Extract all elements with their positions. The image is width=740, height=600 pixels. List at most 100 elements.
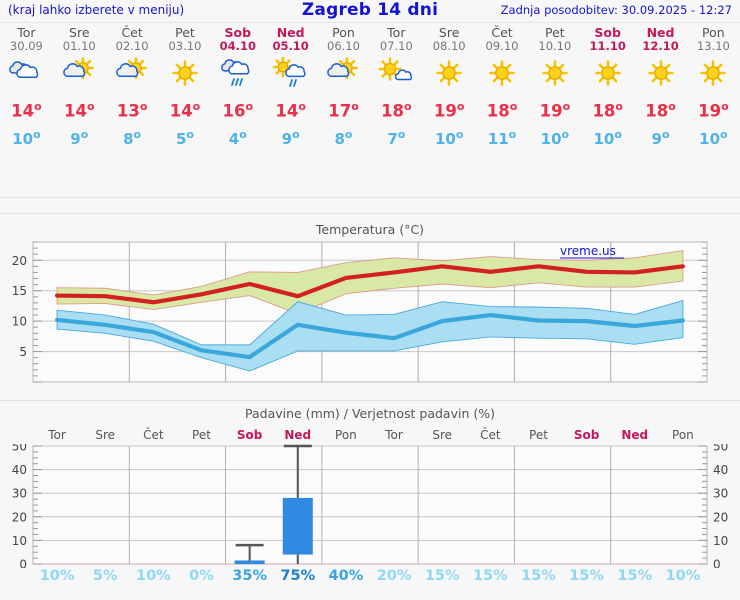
max-temperature-row: 14o 14o 13o 14o 16o 14o 17o 18o 19o 18o 19o 18o 18o 1… xyxy=(0,95,740,124)
day-date: 04.10 xyxy=(219,39,256,53)
day-header-cell: Ned 05.10 xyxy=(264,26,317,53)
min-temperature: 10o xyxy=(434,127,464,148)
precipitation-day-label: Čet xyxy=(143,428,164,442)
day-name: Ned xyxy=(276,25,305,40)
max-temperature: 18o xyxy=(381,100,412,121)
day-name: Čet xyxy=(121,25,143,40)
sunny-icon xyxy=(423,53,476,95)
max-temperature: 19o xyxy=(698,100,729,121)
day-header-cell: Pet 03.10 xyxy=(159,26,212,53)
precipitation-probability: 40% xyxy=(328,568,364,584)
precipitation-probability-row: 10% 5% 10% 0% 35% 75% 40% 20% 15% 15% 15% 15% 15% 10% xyxy=(0,568,740,584)
min-temperature: 9o xyxy=(70,127,89,148)
daily-forecast-table: Tor 30.09 Sre 01.10 Čet 02.10 Pet 03.10 Sob 04.10… xyxy=(0,26,740,150)
svg-text:vreme.us: vreme.us xyxy=(560,244,616,258)
day-date: 12.10 xyxy=(642,39,679,53)
chart-divider xyxy=(0,400,740,401)
precipitation-probability: 15% xyxy=(424,568,460,584)
svg-text:30: 30 xyxy=(713,487,728,501)
max-temperature: 18o xyxy=(486,100,518,121)
precipitation-probability: 75% xyxy=(280,568,316,584)
svg-text:20: 20 xyxy=(12,510,27,524)
svg-text:10: 10 xyxy=(12,534,27,548)
max-temperature: 14o xyxy=(11,100,42,121)
max-temperature: 17o xyxy=(328,100,359,121)
min-temperature: 7o xyxy=(387,127,406,148)
precipitation-day-label: Sre xyxy=(432,428,453,442)
day-name: Sre xyxy=(438,25,460,40)
day-name: Sob xyxy=(594,25,621,40)
precipitation-day-label: Pet xyxy=(192,428,211,442)
day-date: 05.10 xyxy=(272,39,309,53)
sunny-icon xyxy=(687,53,740,95)
min-temperature: 5o xyxy=(175,127,194,148)
precipitation-probability: 20% xyxy=(376,568,412,584)
day-date: 01.10 xyxy=(62,39,96,53)
location-hint: (kraj lahko izberete v meniju) xyxy=(8,3,185,17)
svg-text:40: 40 xyxy=(713,463,728,477)
day-name: Pet xyxy=(545,25,565,40)
svg-text:20: 20 xyxy=(12,254,27,268)
day-date: 02.10 xyxy=(115,39,149,53)
precipitation-day-label: Pon xyxy=(335,428,357,442)
day-header-cell: Sre 01.10 xyxy=(53,26,106,53)
day-date: 11.10 xyxy=(589,39,626,53)
day-date: 09.10 xyxy=(485,39,519,53)
day-date: 08.10 xyxy=(432,39,466,53)
svg-text:30: 30 xyxy=(12,487,27,501)
max-temperature: 14o xyxy=(64,100,95,121)
day-header-cell: Pet 10.10 xyxy=(528,26,581,53)
min-temperature: 10o xyxy=(12,127,41,148)
day-header-cell: Čet 09.10 xyxy=(476,26,529,53)
precipitation-day-row: Tor Sre Čet Pet Sob Ned Pon Tor Sre Čet Pet Sob Ned P… xyxy=(0,428,740,442)
day-header-cell: Pon 06.10 xyxy=(317,26,370,53)
rain-icon xyxy=(211,53,264,95)
day-name: Pon xyxy=(702,25,725,40)
day-date: 10.10 xyxy=(538,39,572,53)
sunny-icon xyxy=(581,53,634,95)
precipitation-probability: 10% xyxy=(665,568,701,584)
day-header-cell: Sob 04.10 xyxy=(211,26,264,53)
temperature-chart: 5 10 15 20 vreme.us xyxy=(12,241,708,383)
max-temperature: 16o xyxy=(222,100,254,121)
precipitation-day-label: Ned xyxy=(284,428,312,442)
day-date: 06.10 xyxy=(327,39,360,53)
day-date: 13.10 xyxy=(696,39,730,53)
max-temperature: 19o xyxy=(539,100,571,121)
sunny-icon xyxy=(476,53,529,95)
precipitation-day-label: Pet xyxy=(529,428,548,442)
svg-text:50: 50 xyxy=(713,444,728,454)
min-temperature: 10o xyxy=(699,127,728,148)
svg-text:50: 50 xyxy=(12,444,27,454)
max-temperature: 18o xyxy=(592,100,623,121)
min-temperature: 11o xyxy=(487,127,517,148)
svg-text:5: 5 xyxy=(19,345,27,359)
page-header: (kraj lahko izberete v meniju) Zagreb 14… xyxy=(0,0,740,22)
svg-text:40: 40 xyxy=(12,463,27,477)
svg-text:10: 10 xyxy=(713,534,728,548)
day-name: Sre xyxy=(69,25,90,40)
day-name: Pon xyxy=(332,25,355,40)
precipitation-probability: 0% xyxy=(189,568,214,584)
day-date: 07.10 xyxy=(379,39,413,53)
day-date: 30.09 xyxy=(9,39,43,53)
svg-text:20: 20 xyxy=(713,510,728,524)
precipitation-probability: 10% xyxy=(39,568,75,584)
day-name: Ned xyxy=(646,25,675,40)
section-divider-bottom xyxy=(0,213,740,214)
day-name: Pet xyxy=(175,25,195,40)
partly-sunny-icon xyxy=(106,53,159,95)
min-temperature: 9o xyxy=(651,127,670,148)
weather-icon-row xyxy=(0,53,740,95)
sunny-icon xyxy=(634,53,687,95)
precipitation-probability: 10% xyxy=(135,568,171,584)
precipitation-day-label: Tor xyxy=(385,428,403,442)
sunny-small-cloud-icon xyxy=(370,53,423,95)
precipitation-probability: 15% xyxy=(569,568,604,584)
day-name: Tor xyxy=(17,25,36,40)
min-temperature: 4o xyxy=(228,127,247,148)
precipitation-day-label: Ned xyxy=(621,428,649,442)
max-temperature: 19o xyxy=(433,100,465,121)
max-temperature: 13o xyxy=(116,100,148,121)
